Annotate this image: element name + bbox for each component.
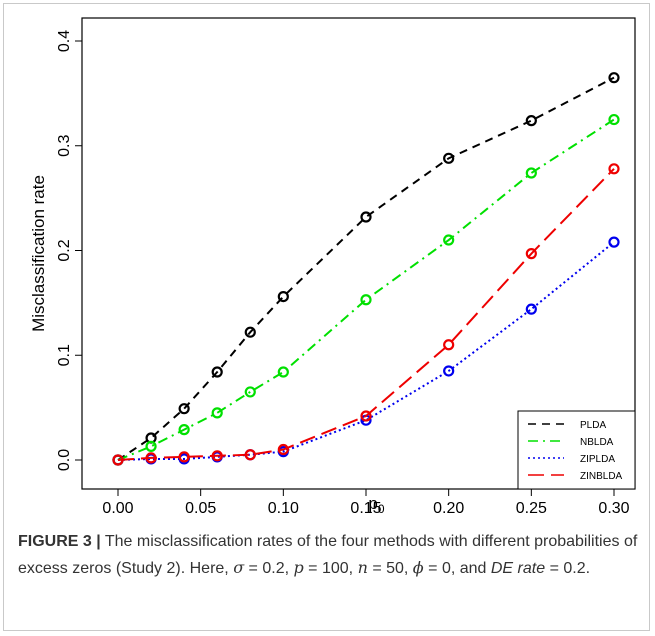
data-point-zinblda [178, 451, 190, 463]
x-tick-label: 0.15 [350, 500, 381, 517]
caption-phi-symbol: ϕ [412, 558, 424, 577]
x-tick-label: 0.10 [268, 500, 299, 517]
caption-de-rate: DE rate [490, 560, 546, 577]
caption-p-symbol: p [293, 558, 304, 577]
x-tick-label: 0.20 [433, 500, 464, 517]
data-point-plda [211, 366, 223, 378]
data-point-plda [525, 115, 537, 127]
data-point-plda [443, 152, 455, 164]
plot-frame [81, 17, 636, 490]
caption-sigma-value: = 0.2, [244, 560, 294, 577]
data-point-ziplda [443, 365, 455, 377]
legend-label-zinblda: ZINBLDA [580, 471, 623, 482]
x-axis-title: p0 [368, 494, 384, 516]
data-point-zinblda [525, 248, 537, 260]
data-point-zinblda [211, 450, 223, 462]
y-tick-label: 0.0 [56, 449, 73, 471]
x-tick-label: 0.05 [185, 500, 216, 517]
data-point-zinblda [608, 163, 620, 175]
data-point-zinblda [145, 452, 157, 464]
data-point-nblda [145, 440, 157, 452]
misclassification-chart: 0.00 0.05 0.10 0.15 0.20 0.25 0.30 0.0 0.1 0.2 0.3… [29, 17, 636, 517]
data-point-nblda [277, 366, 289, 378]
caption-text: The misclassification rates of the four … [18, 533, 638, 577]
series-line-plda [117, 76, 615, 461]
data-point-zinblda [112, 454, 124, 466]
data-point-nblda [360, 294, 372, 306]
data-point-nblda [178, 424, 190, 436]
series-line-nblda [117, 118, 615, 461]
series-line-zinblda [117, 168, 615, 461]
data-point-zinblda [244, 449, 256, 461]
data-point-nblda [211, 407, 223, 419]
x-tick-label: 0.25 [516, 500, 547, 517]
legend-label-ziplda: ZIPLDA [580, 454, 615, 465]
data-point-zinblda [277, 443, 289, 456]
y-tick-label: 0.1 [56, 344, 73, 366]
x-tick-label: 0.00 [102, 500, 133, 517]
data-point-plda [178, 403, 190, 415]
data-point-plda [277, 290, 289, 303]
caption-n-value: = 50, [367, 560, 413, 577]
caption-sigma-symbol: σ [233, 558, 245, 577]
data-point-plda [244, 326, 256, 338]
data-point-nblda [244, 386, 256, 398]
data-point-zinblda [360, 410, 372, 422]
caption-n-symbol: n [357, 558, 368, 577]
y-tick-label: 0.2 [56, 239, 73, 261]
data-point-nblda [608, 113, 620, 126]
legend-label-nblda: NBLDA [580, 437, 614, 448]
legend-box [517, 410, 636, 490]
caption-phi-value: = 0, [423, 560, 456, 577]
x-tick-label: 0.30 [598, 500, 629, 517]
y-tick-label: 0.4 [56, 30, 73, 52]
data-point-plda [608, 72, 620, 84]
figure-label: FIGURE 3 | [18, 533, 101, 550]
data-point-zinblda [443, 339, 455, 351]
caption-and: and [455, 560, 491, 577]
y-tick-label: 0.3 [56, 135, 73, 157]
y-axis-title: Misclassification rate [29, 175, 48, 332]
data-point-ziplda [525, 303, 537, 315]
figure-caption: FIGURE 3 | The misclassification rates o… [18, 529, 643, 582]
figure-frame [3, 3, 650, 631]
data-point-plda [360, 211, 372, 223]
data-point-nblda [443, 234, 455, 246]
data-point-ziplda [608, 236, 620, 248]
legend-label-plda: PLDA [580, 420, 606, 431]
caption-p-value: = 100, [303, 560, 358, 577]
data-point-nblda [525, 167, 537, 179]
caption-de-value: = 0.2. [545, 560, 591, 577]
series-line-ziplda [117, 241, 615, 461]
